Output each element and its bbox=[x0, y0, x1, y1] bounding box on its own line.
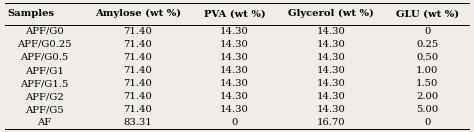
Text: APF/G2: APF/G2 bbox=[25, 92, 64, 101]
Text: APF/G0: APF/G0 bbox=[25, 27, 64, 36]
Text: 14.30: 14.30 bbox=[220, 27, 249, 36]
Text: 14.30: 14.30 bbox=[317, 40, 346, 49]
Text: Samples: Samples bbox=[7, 9, 54, 18]
Text: 0: 0 bbox=[424, 27, 430, 36]
Text: 71.40: 71.40 bbox=[124, 53, 153, 62]
Text: 2.00: 2.00 bbox=[416, 92, 438, 101]
Text: 1.50: 1.50 bbox=[416, 79, 438, 88]
Text: 14.30: 14.30 bbox=[317, 27, 346, 36]
Text: 0: 0 bbox=[231, 118, 237, 127]
Text: 0.25: 0.25 bbox=[416, 40, 438, 49]
Text: APF/G0.25: APF/G0.25 bbox=[17, 40, 72, 49]
Text: 71.40: 71.40 bbox=[124, 66, 153, 75]
Text: APF/G1.5: APF/G1.5 bbox=[20, 79, 68, 88]
Text: 14.30: 14.30 bbox=[220, 40, 249, 49]
Text: 0: 0 bbox=[424, 118, 430, 127]
Text: 14.30: 14.30 bbox=[220, 105, 249, 114]
Text: APF/G1: APF/G1 bbox=[25, 66, 64, 75]
Text: APF/G0.5: APF/G0.5 bbox=[20, 53, 68, 62]
Text: 14.30: 14.30 bbox=[317, 92, 346, 101]
Text: 14.30: 14.30 bbox=[220, 92, 249, 101]
Text: 71.40: 71.40 bbox=[124, 105, 153, 114]
Text: 16.70: 16.70 bbox=[317, 118, 345, 127]
Text: 1.00: 1.00 bbox=[416, 66, 438, 75]
Text: AF: AF bbox=[37, 118, 51, 127]
Text: 14.30: 14.30 bbox=[220, 66, 249, 75]
Text: 14.30: 14.30 bbox=[317, 53, 346, 62]
Text: 14.30: 14.30 bbox=[317, 105, 346, 114]
Text: 71.40: 71.40 bbox=[124, 27, 153, 36]
Text: APF/G5: APF/G5 bbox=[25, 105, 64, 114]
Text: 71.40: 71.40 bbox=[124, 79, 153, 88]
Text: 14.30: 14.30 bbox=[317, 66, 346, 75]
Text: PVA (wt %): PVA (wt %) bbox=[204, 9, 265, 18]
Text: 14.30: 14.30 bbox=[220, 53, 249, 62]
Text: Glycerol (wt %): Glycerol (wt %) bbox=[288, 9, 374, 18]
Text: 71.40: 71.40 bbox=[124, 40, 153, 49]
Text: 14.30: 14.30 bbox=[317, 79, 346, 88]
Text: 0.50: 0.50 bbox=[416, 53, 438, 62]
Text: 83.31: 83.31 bbox=[124, 118, 152, 127]
Text: GLU (wt %): GLU (wt %) bbox=[396, 9, 459, 18]
Text: Amylose (wt %): Amylose (wt %) bbox=[95, 9, 181, 18]
Text: 71.40: 71.40 bbox=[124, 92, 153, 101]
Text: 5.00: 5.00 bbox=[416, 105, 438, 114]
Text: 14.30: 14.30 bbox=[220, 79, 249, 88]
